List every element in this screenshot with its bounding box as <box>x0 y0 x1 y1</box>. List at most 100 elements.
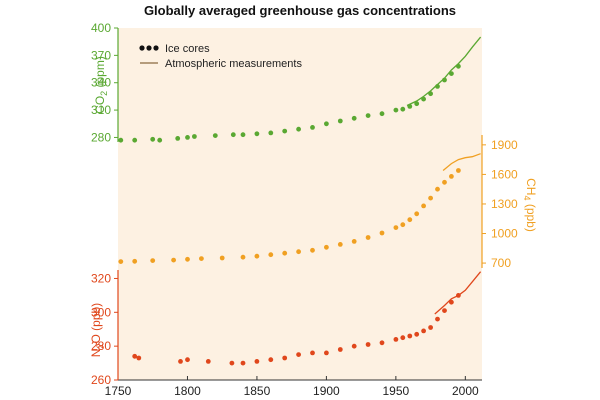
ch4-ice-core-point <box>400 222 406 228</box>
plot-background <box>118 28 482 380</box>
ch4-axis-title: CH4 (ppb) <box>522 178 538 232</box>
ch4-ice-core-point <box>393 225 399 231</box>
co2-ice-core-point <box>254 131 260 137</box>
ch4-ice-core-point <box>199 256 204 261</box>
n2o-ice-core-point <box>414 331 420 337</box>
n2o-ice-core-point <box>435 316 440 322</box>
n2o-ice-core-point <box>351 343 357 349</box>
ch4-ice-core-point <box>185 256 190 262</box>
co2-ice-core-point <box>175 136 181 141</box>
ch4-ice-core-point <box>442 179 447 185</box>
x-tick-label: 1850 <box>244 384 271 398</box>
co2-tick-label: 340 <box>91 76 111 90</box>
co2-ice-core-point <box>192 134 197 139</box>
ch4-atmospheric-line <box>442 153 481 171</box>
co2-ice-core-point <box>324 121 329 127</box>
co2-ice-core-point <box>282 128 288 134</box>
ch4-tick-label: 1300 <box>491 197 518 211</box>
co2-ice-core-point <box>212 133 218 139</box>
ch4-tick-label: 1000 <box>491 227 518 241</box>
co2-ice-core-point <box>185 135 190 140</box>
ch4-ice-core-point <box>296 249 301 255</box>
ch4-tick-label: 1600 <box>491 167 518 181</box>
co2-tick-label: 310 <box>91 103 111 117</box>
n2o-ice-core-point <box>324 350 329 356</box>
marks-layer <box>118 36 482 366</box>
ch4-ice-core-point <box>240 254 246 260</box>
n2o-ice-core-point <box>254 359 260 364</box>
co2-ice-core-point <box>296 126 301 132</box>
n2o-tick-label: 320 <box>91 271 111 285</box>
legend-ice-cores-dot <box>139 45 145 51</box>
n2o-ice-core-point <box>421 328 426 334</box>
ch4-ice-core-point <box>456 168 461 173</box>
co2-ice-core-point <box>337 118 343 124</box>
x-tick-label: 1750 <box>105 384 132 398</box>
ch4-ice-core-point <box>132 258 138 264</box>
n2o-ice-core-point <box>428 325 433 330</box>
ch4-ice-core-point <box>282 250 288 256</box>
ch4-ice-core-point <box>337 242 343 247</box>
n2o-ice-core-point <box>132 353 138 359</box>
n2o-ice-core-point <box>442 308 447 313</box>
co2-ice-core-point <box>365 113 371 118</box>
ch4-ice-core-point <box>268 252 274 258</box>
n2o-ice-core-point <box>400 335 406 341</box>
ch4-ice-core-point <box>254 253 260 259</box>
n2o-ice-core-point <box>205 359 211 364</box>
n2o-ice-core-point <box>268 357 274 363</box>
n2o-ice-core-point <box>337 347 343 352</box>
co2-ice-core-point <box>400 106 406 112</box>
legend-atmospheric-label: Atmospheric measurements <box>165 58 302 70</box>
co2-atmospheric-line <box>406 36 482 107</box>
legend-ice-cores-dot <box>146 45 152 51</box>
n2o-ice-core-point <box>407 333 413 339</box>
legend-ice-cores-dot <box>153 45 159 51</box>
n2o-tick-label: 260 <box>91 373 111 387</box>
co2-ice-core-point <box>268 130 274 136</box>
co2-ice-core-point <box>351 115 357 121</box>
x-tick-label: 1950 <box>383 384 410 398</box>
ch4-ice-core-point <box>435 186 440 192</box>
n2o-ice-core-point <box>136 355 142 361</box>
ch4-ice-core-point <box>219 255 225 261</box>
ch4-ice-core-point <box>407 217 413 223</box>
ch4-ice-core-point <box>171 257 177 263</box>
x-tick-label: 2000 <box>452 384 479 398</box>
n2o-atmospheric-line <box>434 271 482 315</box>
legend: Ice cores Atmospheric measurements <box>139 43 302 70</box>
co2-ice-core-point <box>157 137 163 143</box>
ch4-ice-core-point <box>421 203 426 209</box>
co2-ice-core-point <box>393 107 399 113</box>
ch4-ice-core-point <box>449 174 454 179</box>
x-tick-label: 1900 <box>313 384 340 398</box>
ch4-ice-core-point <box>379 230 385 236</box>
co2-tick-label: 400 <box>91 21 111 35</box>
axes-layer: 1750 1800 1850 1900 1950 2000 280 310 340 370 400 C… <box>89 21 538 398</box>
n2o-ice-core-point <box>379 340 385 346</box>
ch4-tick-label: 700 <box>491 256 511 270</box>
co2-ice-core-point <box>132 137 138 143</box>
n2o-ice-core-point <box>393 337 399 342</box>
co2-axis-title: CO2 (ppm) <box>93 56 109 114</box>
co2-tick-label: 370 <box>91 48 111 62</box>
n2o-tick-label: 280 <box>91 339 111 353</box>
ch4-ice-core-point <box>414 211 420 217</box>
ch4-ice-core-point <box>324 244 329 250</box>
n2o-ice-core-point <box>282 355 288 361</box>
ch4-ice-core-point <box>150 258 156 263</box>
co2-ice-core-point <box>310 125 315 130</box>
ch4-ice-core-point <box>118 259 124 264</box>
co2-ice-core-point <box>379 111 385 117</box>
co2-tick-label: 280 <box>91 130 111 144</box>
ch4-ice-core-point <box>310 247 315 253</box>
n2o-tick-label: 300 <box>91 305 111 319</box>
ch4-ice-core-point <box>365 235 371 240</box>
chart-title: Globally averaged greenhouse gas concent… <box>143 3 457 18</box>
ch4-ice-core-point <box>428 195 433 201</box>
n2o-ice-core-point <box>449 299 454 305</box>
legend-ice-cores-label: Ice cores <box>165 43 210 55</box>
co2-ice-core-point <box>230 132 236 138</box>
ch4-ice-core-point <box>351 239 357 244</box>
